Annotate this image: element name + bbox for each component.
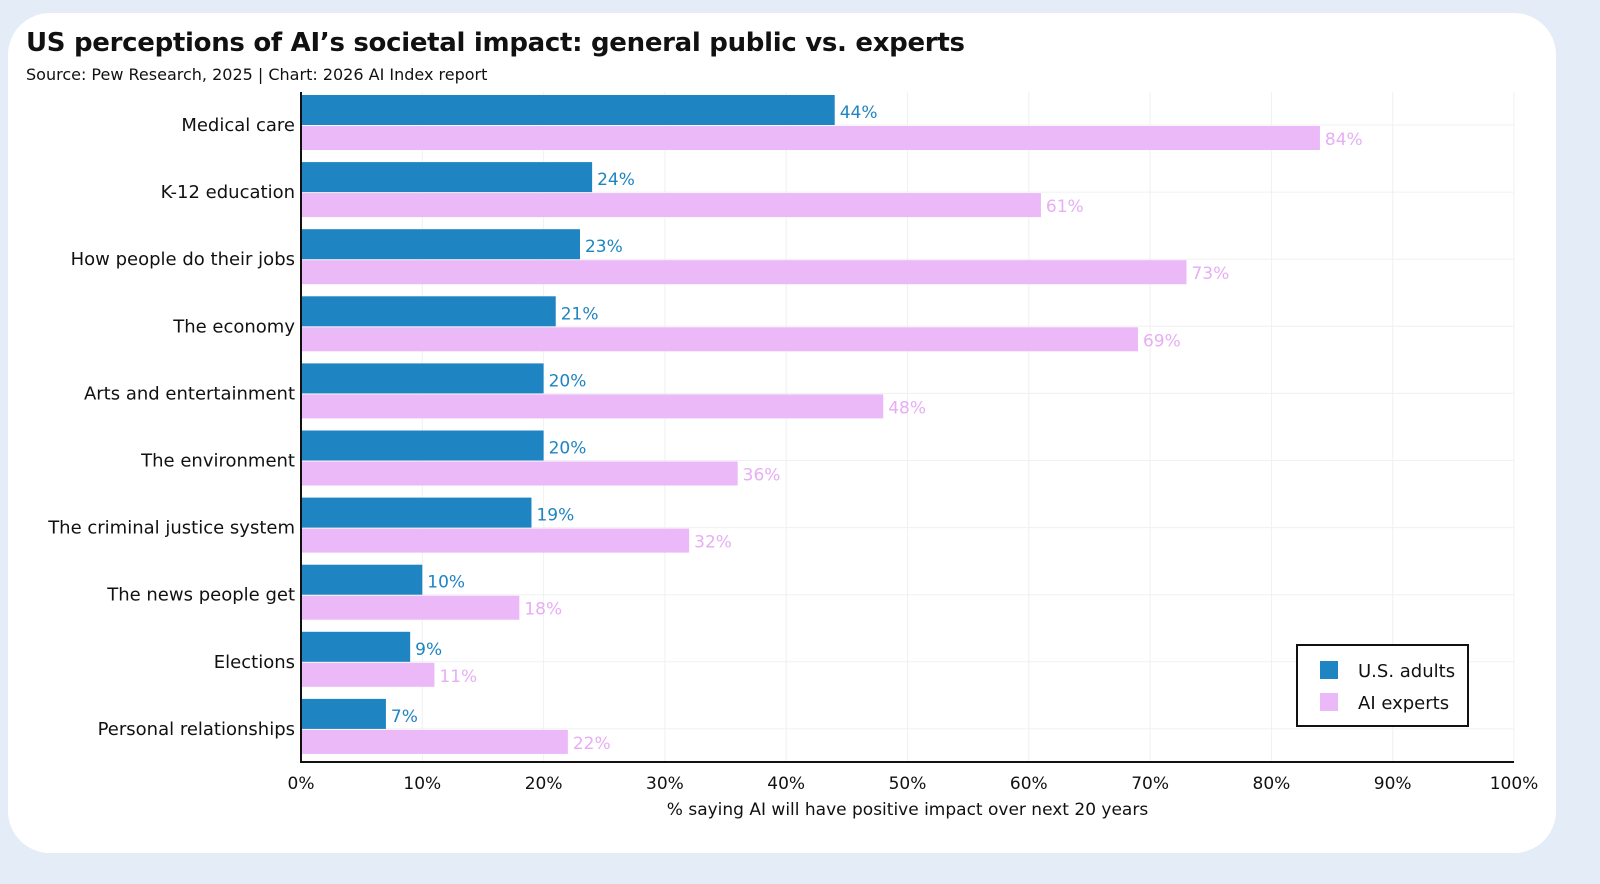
data-label-us-adults: 7% <box>391 707 418 727</box>
data-label-ai-experts: 32% <box>694 533 732 553</box>
bar-us-adults <box>301 631 411 662</box>
bar-ai-experts <box>301 461 738 486</box>
data-label-us-adults: 20% <box>549 371 587 391</box>
data-label-ai-experts: 73% <box>1191 264 1229 284</box>
x-tick-label: 20% <box>525 774 563 794</box>
bar-us-adults <box>301 497 532 528</box>
data-label-ai-experts: 84% <box>1325 130 1363 150</box>
category-label: The criminal justice system <box>47 518 295 539</box>
data-label-us-adults: 23% <box>585 237 623 257</box>
x-tick-label: 80% <box>1253 774 1291 794</box>
x-tick-label: 100% <box>1490 774 1539 794</box>
bar-us-adults <box>301 296 556 327</box>
bar-ai-experts <box>301 528 690 553</box>
legend-label: U.S. adults <box>1358 661 1455 682</box>
x-axis-title: % saying AI will have positive impact ov… <box>667 800 1149 820</box>
bar-us-adults <box>301 698 386 729</box>
data-label-ai-experts: 11% <box>439 667 477 687</box>
bar-ai-experts <box>301 327 1138 352</box>
category-label: The news people get <box>106 585 295 606</box>
x-tick-label: 10% <box>403 774 441 794</box>
x-tick-label: 30% <box>646 774 684 794</box>
legend-swatch <box>1320 661 1338 679</box>
data-label-us-adults: 19% <box>536 506 574 526</box>
data-label-us-adults: 21% <box>561 304 599 324</box>
data-label-us-adults: 24% <box>597 170 635 190</box>
x-tick-label: 70% <box>1131 774 1169 794</box>
x-tick-label: 0% <box>288 774 315 794</box>
data-label-us-adults: 44% <box>840 103 878 123</box>
category-label: How people do their jobs <box>71 249 295 270</box>
bar-us-adults <box>301 430 544 461</box>
category-label: Elections <box>214 652 295 673</box>
bar-us-adults <box>301 564 423 595</box>
category-label: Arts and entertainment <box>84 383 295 404</box>
legend-box <box>1296 644 1469 727</box>
bar-ai-experts <box>301 193 1041 218</box>
data-label-ai-experts: 22% <box>573 734 611 754</box>
category-label: Personal relationships <box>98 719 295 740</box>
bar-us-adults <box>301 363 544 394</box>
bar-us-adults <box>301 229 580 260</box>
bar-ai-experts <box>301 126 1320 150</box>
category-label: The economy <box>172 316 295 337</box>
bar-us-adults <box>301 162 593 193</box>
legend-swatch <box>1320 693 1338 711</box>
data-label-ai-experts: 61% <box>1046 197 1084 217</box>
data-label-ai-experts: 18% <box>524 600 562 620</box>
bar-ai-experts <box>301 260 1187 285</box>
data-label-us-adults: 10% <box>427 573 465 593</box>
x-tick-label: 40% <box>767 774 805 794</box>
chart-subtitle: Source: Pew Research, 2025 | Chart: 2026… <box>26 65 488 84</box>
category-label: The environment <box>140 451 295 472</box>
data-label-ai-experts: 48% <box>888 398 926 418</box>
x-tick-label: 90% <box>1374 774 1412 794</box>
bar-ai-experts <box>301 729 568 754</box>
x-tick-label: 50% <box>889 774 927 794</box>
bar-ai-experts <box>301 595 520 620</box>
bar-us-adults <box>301 95 835 125</box>
chart-title: US perceptions of AI’s societal impact: … <box>26 28 965 58</box>
legend-label: AI experts <box>1358 693 1449 714</box>
data-label-ai-experts: 36% <box>743 466 781 486</box>
x-tick-label: 60% <box>1010 774 1048 794</box>
bar-ai-experts <box>301 662 435 687</box>
data-label-us-adults: 9% <box>415 640 442 660</box>
category-label: Medical care <box>181 115 295 136</box>
bar-ai-experts <box>301 394 884 419</box>
category-label: K-12 education <box>161 182 295 203</box>
data-label-ai-experts: 69% <box>1143 331 1181 351</box>
data-label-us-adults: 20% <box>549 439 587 459</box>
